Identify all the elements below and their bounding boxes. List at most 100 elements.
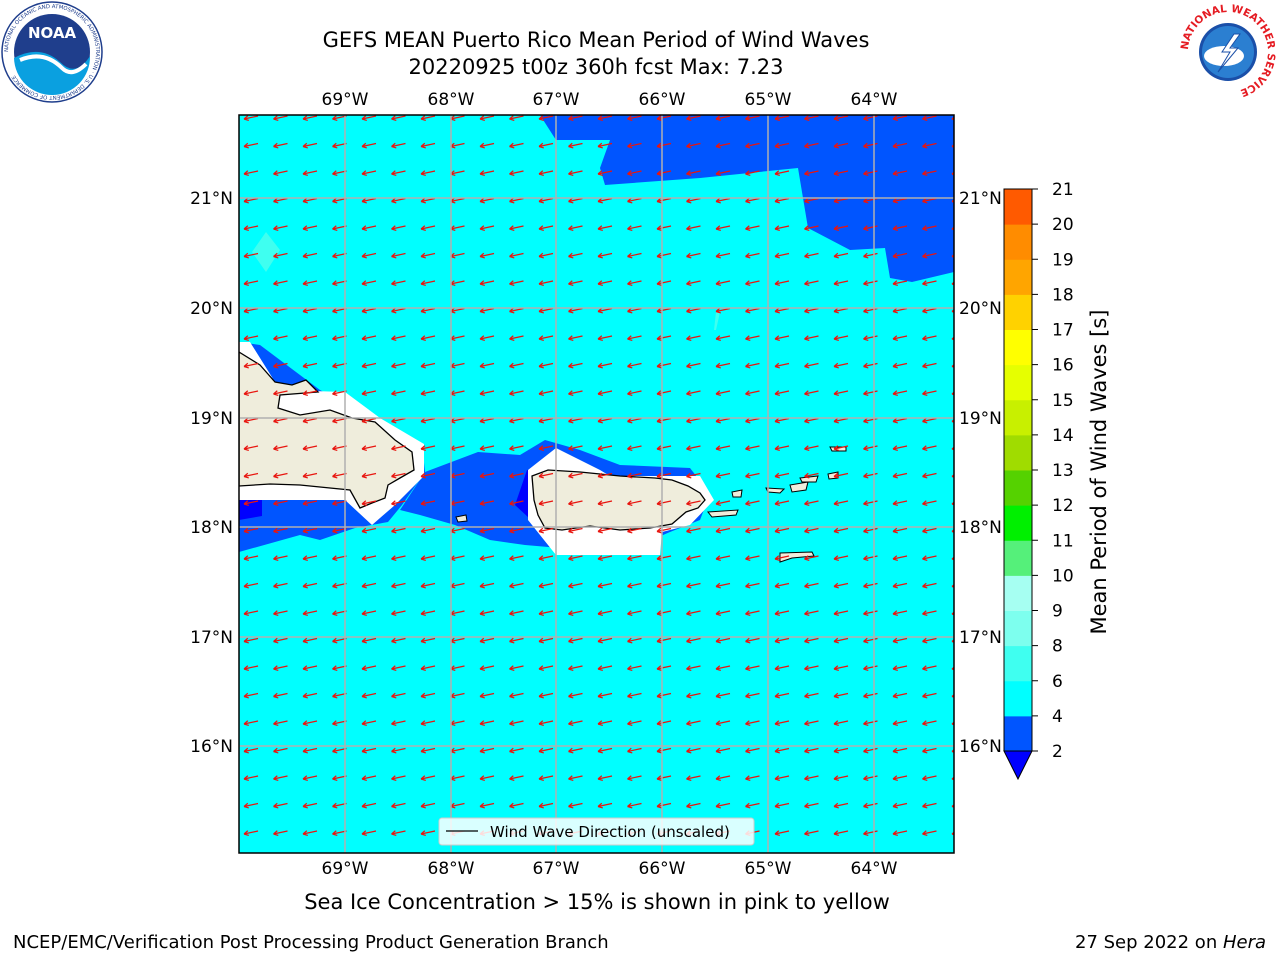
wind-wave-arrow: [627, 555, 642, 561]
wind-wave-arrow: [332, 445, 347, 452]
wind-wave-arrow: [273, 142, 288, 149]
wind-wave-arrow: [509, 390, 524, 397]
wind-wave-arrow: [922, 720, 937, 726]
wind-wave-arrow: [509, 500, 524, 507]
colorbar-tick-label: 8: [1052, 637, 1063, 657]
wind-wave-arrow: [509, 610, 524, 616]
wind-wave-arrow: [538, 500, 554, 507]
wind-wave-arrow: [273, 417, 288, 424]
wind-wave-arrow: [538, 390, 554, 397]
wind-wave-arrow: [509, 445, 524, 452]
wind-wave-arrow: [892, 115, 908, 122]
wind-wave-arrow: [568, 747, 583, 754]
wind-wave-arrow: [597, 417, 613, 424]
wind-wave-arrow: [509, 692, 524, 699]
wind-wave-arrow: [568, 362, 583, 369]
wind-wave-arrow: [538, 115, 554, 122]
wind-wave-arrow: [391, 197, 406, 204]
wind-wave-arrow: [627, 775, 642, 781]
wind-wave-arrow: [833, 610, 849, 616]
wind-wave-arrow: [243, 472, 259, 479]
wind-wave-arrow: [479, 775, 495, 781]
wind-wave-arrow: [568, 555, 583, 561]
wind-wave-arrow: [568, 252, 583, 259]
wind-wave-arrow: [745, 362, 760, 369]
wind-wave-arrow: [361, 472, 377, 479]
wind-wave-arrow: [568, 720, 583, 726]
wind-wave-arrow: [922, 170, 937, 177]
wind-wave-arrow: [509, 555, 524, 561]
wind-wave-arrow: [597, 500, 613, 507]
wind-wave-arrow: [509, 197, 524, 204]
wind-wave-arrow: [509, 252, 524, 259]
wind-wave-arrow: [892, 582, 908, 589]
wind-wave-arrow: [479, 280, 495, 287]
wind-wave-arrow: [273, 665, 288, 671]
wind-wave-arrow: [302, 417, 318, 424]
wind-wave-arrow: [361, 665, 377, 671]
wind-wave-arrow: [243, 307, 259, 314]
wind-wave-arrow: [332, 390, 347, 397]
wind-wave-arrow: [420, 390, 436, 397]
wind-wave-arrow: [656, 142, 672, 149]
wind-wave-arrow: [391, 582, 406, 589]
wind-wave-arrow: [332, 142, 347, 149]
wind-wave-arrow: [302, 500, 318, 507]
wind-wave-arrow: [332, 830, 347, 836]
wind-wave-arrow: [538, 692, 554, 699]
wind-wave-arrow: [922, 197, 937, 204]
wind-wave-arrow: [833, 637, 849, 644]
map-legend: Wind Wave Direction (unscaled): [438, 817, 755, 846]
wind-wave-arrow: [863, 362, 878, 369]
lat-tick-left: 20°N: [190, 299, 233, 319]
wind-wave-arrow: [804, 830, 819, 836]
lon-tick-top: 68°W: [428, 90, 475, 110]
lat-tick-right: 16°N: [959, 737, 1002, 757]
wind-wave-arrow: [745, 500, 760, 507]
legend-label: Wind Wave Direction (unscaled): [490, 823, 730, 841]
wind-wave-arrow: [538, 747, 554, 754]
wind-wave-arrow: [243, 720, 259, 726]
wind-wave-arrow: [302, 252, 318, 259]
wind-wave-arrow: [833, 280, 849, 287]
graticule: [239, 115, 954, 853]
wind-wave-arrow: [922, 802, 937, 809]
wind-wave-arrow: [656, 555, 672, 561]
wind-wave-arrow: [922, 417, 937, 424]
wind-wave-arrow: [774, 115, 790, 122]
wind-wave-arrow: [479, 142, 495, 149]
wind-wave-arrow: [243, 115, 259, 122]
wind-wave-arrow: [863, 637, 878, 644]
wind-wave-arrow: [302, 197, 318, 204]
wind-wave-arrow: [774, 500, 790, 507]
colorbar-label: Mean Period of Wind Waves [s]: [1087, 310, 1111, 635]
wind-wave-arrow: [715, 445, 731, 452]
wind-wave-arrow: [243, 747, 259, 754]
wind-wave-arrow: [745, 720, 760, 726]
wind-wave-arrow: [361, 775, 377, 781]
wind-wave-arrow: [774, 472, 790, 479]
wind-wave-arrow: [391, 142, 406, 149]
wind-wave-arrow: [863, 582, 878, 589]
colorbar-segment: [1004, 329, 1032, 366]
wind-wave-arrow: [715, 582, 731, 589]
wind-wave-arrow: [863, 115, 878, 122]
colorbar-segment: [1004, 470, 1032, 506]
wind-wave-arrow: [538, 417, 554, 424]
wind-wave-arrow: [597, 307, 613, 314]
map-frame: [238, 114, 955, 854]
wind-wave-arrow: [361, 802, 377, 809]
wind-wave-arrow: [715, 472, 731, 479]
colorbar-segment: [1004, 364, 1032, 401]
wind-wave-arrow: [332, 637, 347, 644]
wind-wave-arrow: [420, 637, 436, 644]
wind-wave-arrow: [538, 472, 554, 479]
wind-wave-arrow: [863, 417, 878, 424]
wind-wave-arrow: [627, 500, 642, 507]
wind-wave-arrow: [656, 775, 672, 781]
wind-wave-arrow: [686, 252, 701, 259]
wind-wave-arrow: [361, 555, 377, 561]
wind-wave-arrow: [863, 692, 878, 699]
wind-wave-arrow: [745, 637, 760, 644]
